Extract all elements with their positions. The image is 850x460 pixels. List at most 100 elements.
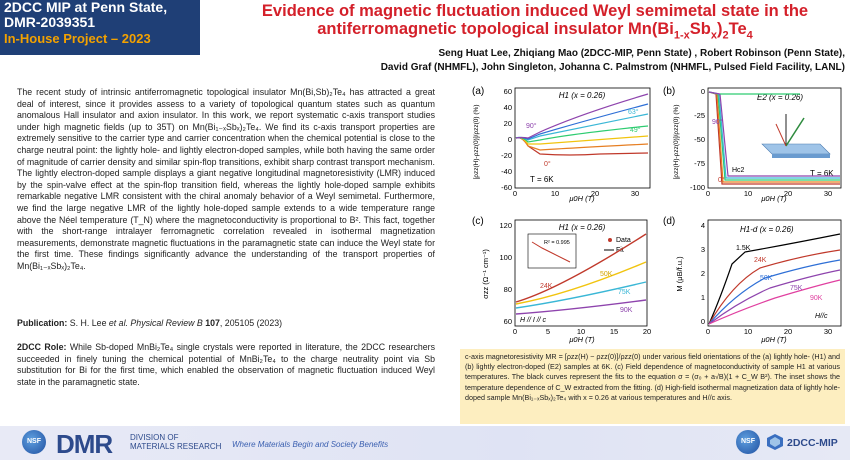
panel-d: (d) M (μB/f.u.) μ0H (T) H1-d (x = 0.26) …	[663, 216, 842, 344]
panel-a-temp: T = 6K	[530, 175, 554, 184]
angle-label: 49°	[630, 126, 641, 134]
tick-label: 120	[499, 221, 512, 230]
footer	[0, 426, 850, 460]
tick-label: 60	[504, 317, 512, 326]
tick-label: 30	[631, 189, 639, 198]
panel-b-xticks: 0 10 20 30	[706, 189, 832, 198]
tick-label: 100	[499, 253, 512, 262]
tick-label: 20	[591, 189, 599, 198]
panel-c-yticks: 120 100 80 60	[499, 221, 512, 326]
legend-data-marker	[608, 238, 612, 242]
title-line2: antiferromagnetic topological insulator …	[225, 20, 845, 44]
tick-label: 4	[701, 221, 705, 230]
tick-label: 10	[577, 327, 585, 336]
angle-label: 0°	[718, 176, 725, 184]
publication-authors: S. H. Lee	[67, 318, 109, 328]
nsf-logo: NSF	[22, 430, 46, 454]
tick-label: 0	[706, 189, 710, 198]
title-sub: 4	[746, 29, 753, 42]
tick-label: 1	[701, 293, 705, 302]
temp-label: 24K	[754, 257, 767, 264]
panel-d-geom: H//c	[815, 313, 828, 320]
panel-d-curves	[708, 233, 841, 325]
tick-label: 20	[784, 189, 792, 198]
header-project: In-House Project – 2023	[4, 31, 151, 46]
tick-label: 0	[513, 327, 517, 336]
header-line2: DMR-2039351	[4, 14, 96, 30]
footer-slogan: Where Materials Begin and Society Benefi…	[232, 440, 389, 449]
tick-label: 10	[744, 189, 752, 198]
figure-caption: c-axis magnetoresistivity MR = [ρzz(H) −…	[460, 349, 845, 424]
title-sub: x	[710, 29, 717, 42]
publication-volume: 107	[202, 318, 220, 328]
publication-etal: et al.	[108, 318, 128, 328]
panel-c-inset: R² = 0.995	[527, 233, 577, 269]
panel-c-label: (c)	[472, 216, 484, 227]
publication-rest: , 205105 (2023)	[219, 318, 283, 328]
authors-line2: David Graf (NHMFL), John Singleton, Joha…	[380, 62, 845, 73]
division-line1: DIVISION OF	[130, 433, 179, 442]
angle-label: 0°	[544, 160, 551, 168]
panel-d-frame	[707, 219, 842, 327]
mip-icon	[767, 434, 783, 450]
temp-label: 24K	[540, 283, 553, 290]
panel-b-curves	[708, 91, 840, 185]
title-text: antiferromagnetic topological insulator …	[317, 20, 674, 38]
inset-r2: R² = 0.995	[544, 240, 570, 246]
panel-a-frame	[514, 87, 651, 189]
panel-d-xticks: 0 10 20 30	[706, 327, 832, 336]
tick-label: -50	[694, 135, 705, 144]
authors: Seng Huat Lee, Zhiqiang Mao (2DCC-MIP, P…	[300, 47, 845, 75]
tick-label: 20	[643, 327, 651, 336]
tick-label: 80	[504, 285, 512, 294]
tick-label: 0	[508, 135, 512, 144]
panel-a: (a) [ρzz(H)-ρzz(0)]/ρzz(0) (%) μ0H (T) H…	[472, 86, 651, 203]
dmr-logo: DMR	[56, 429, 113, 459]
panel-b-ylabel: [ρzz(H)-ρzz(0)]/ρzz(0) (%)	[673, 104, 680, 179]
panel-c-frame	[514, 219, 648, 327]
temp-label: 50K	[760, 275, 773, 282]
tick-label: 40	[504, 103, 512, 112]
panel-b-hc2: Hc2	[732, 167, 745, 174]
tick-label: 60	[504, 87, 512, 96]
legend-data: Data	[616, 237, 631, 244]
temp-label: 75K	[618, 289, 631, 296]
tick-label: 0	[701, 87, 705, 96]
angle-label: 63°	[628, 108, 639, 116]
panel-c-sample: H1 (x = 0.26)	[559, 223, 606, 232]
title-line1: Evidence of magnetic fluctuation induced…	[261, 2, 809, 20]
panel-b-temp: T = 6K	[810, 169, 834, 178]
panel-a-xlabel: μ0H (T)	[568, 194, 595, 203]
division-label: DIVISION OF MATERIALS RESEARCH	[130, 433, 221, 451]
tick-label: -40	[501, 167, 512, 176]
tick-label: 0	[513, 189, 517, 198]
panel-a-label: (a)	[472, 86, 484, 97]
title-text: Te	[728, 20, 747, 38]
temp-label: 90K	[620, 307, 633, 314]
publication: Publication: S. H. Lee et al. Physical R…	[17, 318, 435, 328]
panel-b-sample: E2 (x = 0.26)	[757, 93, 803, 102]
angle-label: 90°	[712, 118, 723, 126]
sample-schematic	[761, 114, 831, 158]
panel-b-label: (b)	[663, 86, 675, 97]
tick-label: -75	[694, 159, 705, 168]
title-sub: 2	[722, 29, 729, 42]
temp-label: 50K	[600, 271, 613, 278]
figure-panels: (a) [ρzz(H)-ρzz(0)]/ρzz(0) (%) μ0H (T) H…	[472, 86, 842, 344]
panel-a-ylabel: [ρzz(H)-ρzz(0)]/ρzz(0) (%)	[473, 104, 480, 179]
panel-c-ylabel: σzz (Ω⁻¹ cm⁻¹)	[481, 249, 490, 299]
tick-label: 5	[546, 327, 550, 336]
panel-a-curves	[515, 93, 649, 156]
mip-label: 2DCC-MIP	[787, 437, 838, 449]
tick-label: -60	[501, 183, 512, 192]
panel-b-yticks: 0 -25 -50 -75 -100	[690, 87, 705, 192]
role-paragraph: 2DCC Role: While Sb-doped MnBi₂Te₄ singl…	[17, 342, 435, 388]
panel-d-xlabel: μ0H (T)	[760, 335, 787, 344]
title-text: )	[716, 20, 723, 38]
panel-d-label: (d)	[663, 216, 675, 227]
header-line1: 2DCC MIP at Penn State,	[4, 0, 168, 15]
temp-label: 75K	[790, 285, 803, 292]
tick-label: 30	[824, 327, 832, 336]
tick-label: 20	[504, 119, 512, 128]
panel-d-yticks: 4 3 2 1 0	[701, 221, 705, 326]
